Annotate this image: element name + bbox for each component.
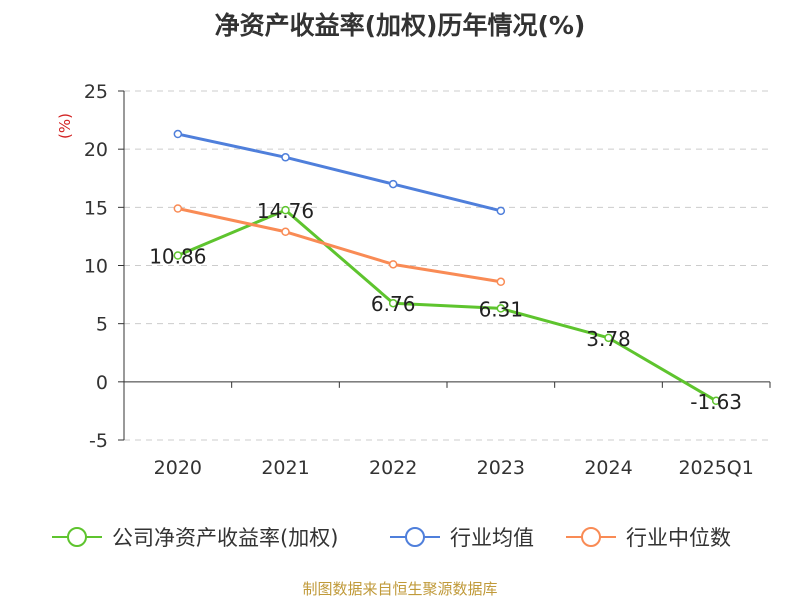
data-point: [173, 251, 183, 260]
data-point: [496, 304, 506, 313]
data-point: [281, 153, 290, 162]
series-layer: [173, 129, 721, 406]
axes: 25 20 15 10 5 0 -5 2020 2021 2022 2023 2024 2025Q1 (%…: [56, 81, 771, 479]
series-line: [177, 207, 502, 284]
data-point: [388, 260, 398, 269]
data-label: -1.63: [690, 390, 742, 414]
data-point: [711, 396, 721, 406]
data-label: 14.76: [257, 199, 314, 223]
data-point: [496, 206, 506, 216]
legend-marker: [405, 527, 425, 547]
data-point: [388, 298, 398, 308]
data-label: 10.86: [149, 244, 206, 268]
grid-lines: [124, 90, 770, 441]
data-label: 3.78: [586, 327, 631, 351]
data-labels: 10.86 14.76 6.76 6.31 3.78 -1.63: [149, 199, 742, 414]
legend: 公司净资产收益率(加权) 行业均值 行业中位数: [52, 526, 731, 550]
y-tick-label: 0: [96, 372, 108, 394]
data-label: 6.31: [479, 297, 524, 321]
y-tick-label: 20: [84, 139, 108, 161]
x-tick-label: 2024: [584, 457, 632, 479]
series-line: [177, 208, 717, 403]
data-point: [388, 179, 398, 189]
y-tick-label: 5: [96, 314, 108, 336]
data-source-note: 制图数据来自恒生聚源数据库: [302, 580, 498, 598]
data-point: [173, 204, 183, 213]
data-point: [496, 277, 506, 287]
y-axis-label: (%): [56, 113, 74, 139]
y-tick-label: 25: [84, 81, 108, 103]
y-tick-label: 10: [84, 256, 108, 278]
x-tick-label: 2022: [369, 457, 417, 479]
x-tick-label: 2025Q1: [678, 457, 753, 479]
x-tick-label: 2020: [154, 457, 202, 479]
series-line: [177, 132, 502, 213]
chart-title: 净资产收益率(加权)历年情况(%): [214, 11, 586, 40]
legend-marker: [581, 527, 601, 547]
legend-label: 公司净资产收益率(加权): [112, 526, 338, 550]
legend-label: 行业均值: [450, 526, 534, 550]
legend-label: 行业中位数: [626, 526, 731, 550]
data-point: [281, 205, 290, 215]
data-point: [604, 333, 613, 343]
data-point: [281, 227, 290, 237]
x-tick-label: 2021: [261, 457, 309, 479]
data-label: 6.76: [371, 292, 416, 316]
y-tick-label: -5: [89, 430, 108, 452]
data-point: [173, 129, 183, 139]
y-tick-label: 15: [84, 197, 108, 219]
x-tick-label: 2023: [477, 457, 525, 479]
legend-marker: [67, 527, 87, 547]
